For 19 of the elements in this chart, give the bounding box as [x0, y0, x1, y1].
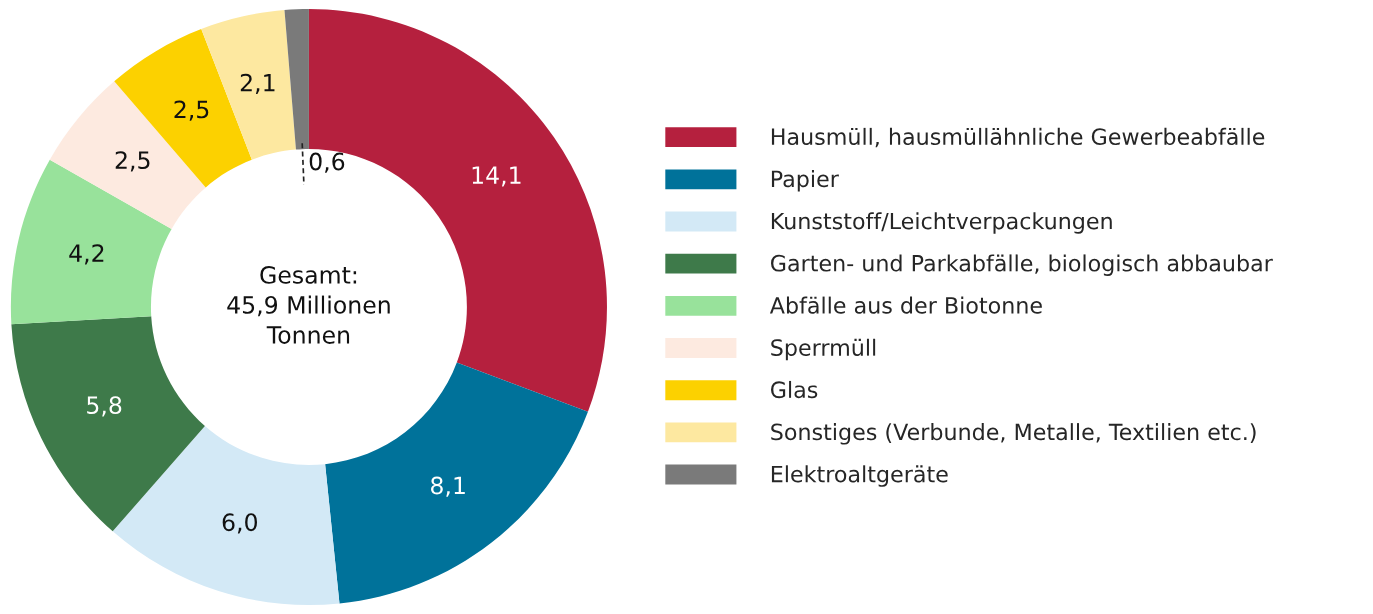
data-label: 8,1	[431, 476, 465, 497]
legend-label: Sonstiges (Verbunde, Metalle, Textilien etc.)	[771, 423, 1256, 445]
data-label: 4,2	[69, 244, 104, 265]
legend-label: Garten- und Parkabfälle, biologisch abbaubar	[771, 254, 1273, 276]
data-label: 0,6	[309, 152, 345, 173]
data-label: 2,1	[240, 73, 275, 95]
legend-label: Abfälle aus der Biotonne	[769, 296, 1042, 314]
legend-label: Hausmüll, hausmüllähnliche Gewerbeabfälle	[771, 127, 1265, 148]
legend-label: Elektroaltgeräte	[771, 465, 948, 487]
legend-label: Glas	[771, 380, 818, 399]
data-label: 2,5	[115, 151, 150, 172]
legend-label: Kunststoff/Leichtverpackungen	[771, 212, 1112, 234]
data-label: 14,1	[472, 166, 521, 187]
data-label: 2,5	[174, 100, 209, 121]
text: Gesamt: 45,9 Millionen Tonnen	[227, 265, 390, 344]
legend-label: Papier	[771, 170, 839, 192]
data-label: 6,0	[222, 513, 258, 534]
legend-label: Sperrmüll	[771, 338, 876, 361]
data-label: 5,8	[87, 396, 122, 417]
